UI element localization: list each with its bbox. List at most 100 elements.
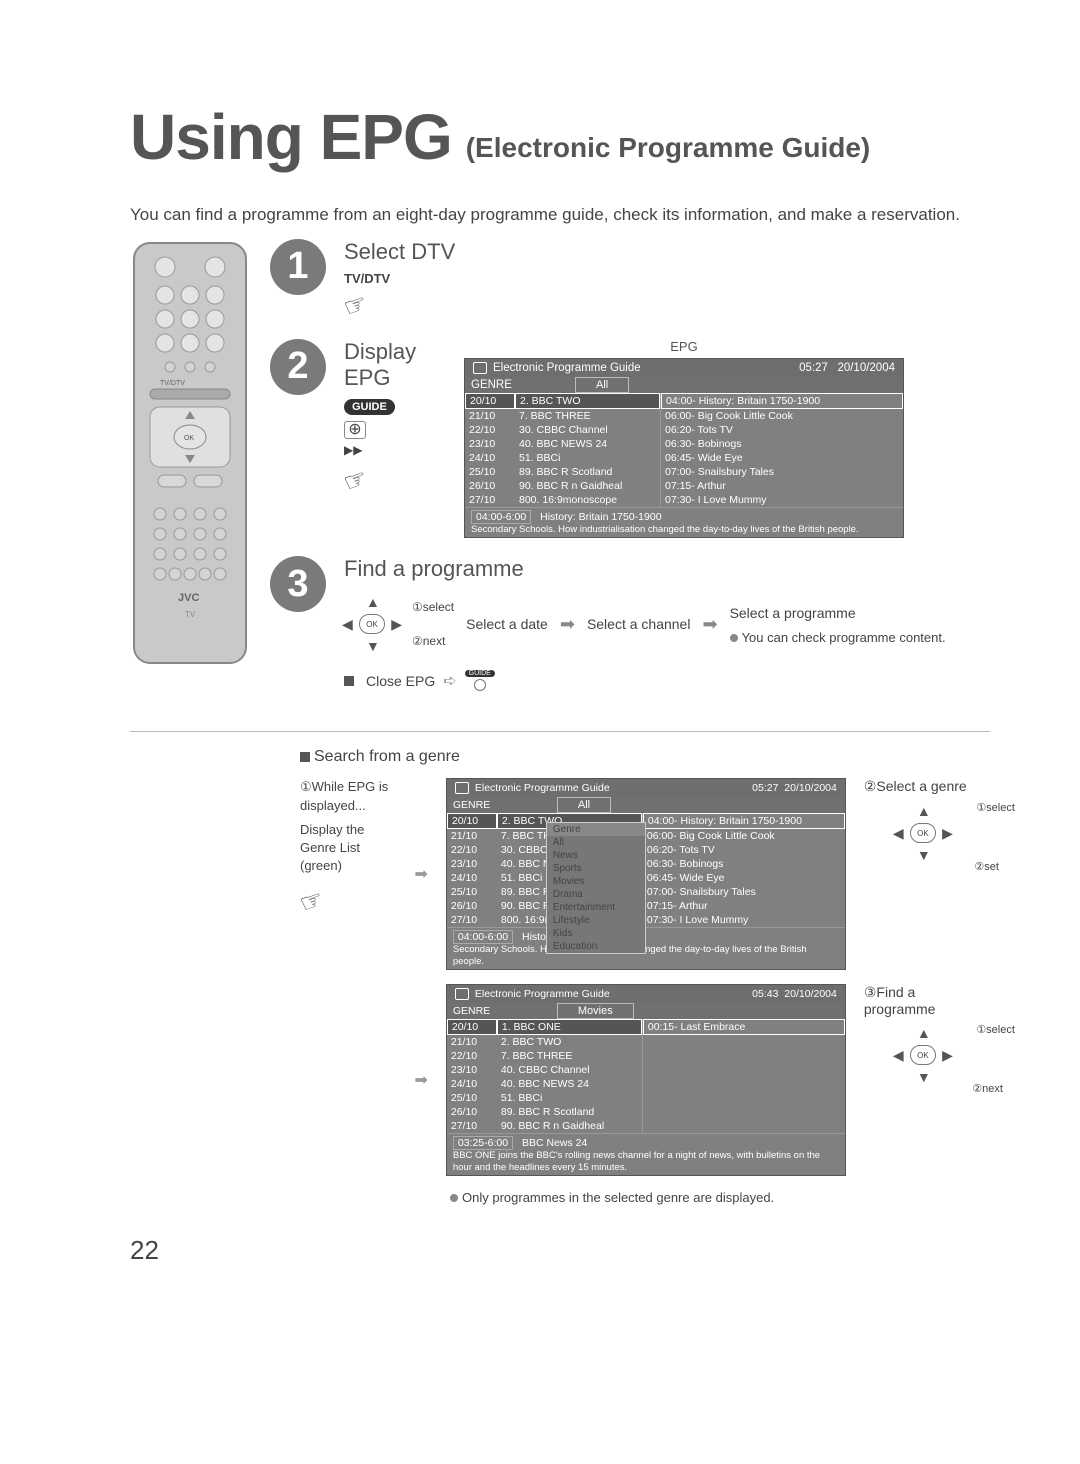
genre-dropdown-item: Lifestyle xyxy=(547,914,645,927)
anno-select: ①select xyxy=(976,1023,1015,1036)
step-2: 2 Display EPG GUIDE ⊕ ▶▶ ☞ EPG xyxy=(270,339,990,538)
epg-date-row: 23/10 xyxy=(447,857,497,871)
step-3-title: Find a programme xyxy=(344,556,990,582)
epg-date-row: 21/10 xyxy=(465,409,515,423)
remote-model: TV xyxy=(185,610,196,619)
epg-header-title: Electronic Programme Guide xyxy=(475,782,610,794)
guide-button-label: GUIDE xyxy=(344,399,395,415)
epg-date-row: 25/10 xyxy=(465,465,515,479)
ff-icon: ▶▶ xyxy=(344,443,444,457)
epg-date-row: 20/10 xyxy=(447,813,497,829)
epg-info-body: Secondary Schools. How industrialisation… xyxy=(471,524,897,535)
step-1-sublabel: TV/DTV xyxy=(344,271,990,286)
manual-page: Using EPG (Electronic Programme Guide) Y… xyxy=(0,0,1080,1306)
epg-header-title: Electronic Programme Guide xyxy=(493,362,641,374)
genre-left-1b: Display the Genre List (green) xyxy=(300,821,396,876)
epg-date-row: 20/10 xyxy=(465,393,515,409)
ok-button: OK xyxy=(910,823,936,843)
arrow-right-icon: ➡ xyxy=(414,1070,427,1090)
step3-next-label: ②next xyxy=(412,634,454,648)
main-layout: TV/DTV OK JVC TV xyxy=(130,239,990,709)
epg-genre-label: GENRE xyxy=(447,1003,537,1019)
page-subtitle: (Electronic Programme Guide) xyxy=(466,132,871,174)
epg-channel-row: 2. BBC TWO xyxy=(497,1035,642,1049)
epg-channels-col: 2. BBC TWO 7. BBC THREE 30. CBBC Channel… xyxy=(515,393,660,507)
epg-date-row: 22/10 xyxy=(447,843,497,857)
page-title-row: Using EPG (Electronic Programme Guide) xyxy=(130,100,990,174)
epg-date-row: 21/10 xyxy=(447,1035,497,1049)
guide-button-small-icon: GUIDE xyxy=(465,670,495,691)
epg-date-row: 23/10 xyxy=(447,1063,497,1077)
epg-channel-row: 40. CBBC Channel xyxy=(497,1063,642,1077)
epg-header-title: Electronic Programme Guide xyxy=(475,988,610,1000)
epg-prog-row: 04:00- History: Britain 1750-1900 xyxy=(661,393,903,409)
hand-icon: ☞ xyxy=(339,462,372,499)
genre-dropdown: Genre All News Sports Movies Drama Enter… xyxy=(546,822,646,954)
genre-footnote: Only programmes in the selected genre ar… xyxy=(462,1190,774,1205)
flow-select-channel: Select a channel xyxy=(587,615,691,633)
epg-date-row: 27/10 xyxy=(447,913,497,927)
epg-date: 20/10/2004 xyxy=(784,782,837,794)
genre-dropdown-item: Education xyxy=(547,940,645,953)
epg-channel-row: 30. CBBC Channel xyxy=(515,423,660,437)
flow-select-date: Select a date xyxy=(466,615,548,633)
epg-prog-row: 00:15- Last Embrace xyxy=(643,1019,845,1035)
step-3-number: 3 xyxy=(270,556,326,612)
epg-genre-value: Movies xyxy=(557,1003,634,1019)
epg-prog-row: 06:00- Big Cook Little Cook xyxy=(643,829,845,843)
steps-column: 1 Select DTV TV/DTV ☞ 2 Display EPG GUID… xyxy=(270,239,990,709)
step3-note: You can check programme content. xyxy=(742,630,946,645)
svg-text:TV/DTV: TV/DTV xyxy=(160,380,185,387)
guide-button-icon: ⊕ xyxy=(344,421,366,439)
step-1-title: Select DTV xyxy=(344,239,990,265)
epg-date-row: 20/10 xyxy=(447,1019,497,1035)
epg-prog-row: 06:00- Big Cook Little Cook xyxy=(661,409,903,423)
anno-set: ②set xyxy=(974,860,999,873)
epg-info-title: History: Britain 1750-1900 xyxy=(540,511,661,523)
genre-left-1a: ①While EPG is displayed... xyxy=(300,778,396,814)
epg-channel-row: 1. BBC ONE xyxy=(497,1019,642,1035)
epg-channel-row: 89. BBC R Scotland xyxy=(497,1105,642,1119)
epg-prog-row: 07:15- Arthur xyxy=(643,899,845,913)
epg-dates-col: 20/10 21/10 22/10 23/10 24/10 25/10 26/1… xyxy=(465,393,515,507)
epg-date-row: 26/10 xyxy=(465,479,515,493)
genre-dropdown-item: News xyxy=(547,849,645,862)
epg-screen-main: Electronic Programme Guide 05:27 20/10/2… xyxy=(464,358,904,538)
epg-channel-row: 51. BBCi xyxy=(497,1091,642,1105)
epg-prog-row: 06:45- Wide Eye xyxy=(661,451,903,465)
svg-text:OK: OK xyxy=(184,435,194,442)
epg-prog-row: 06:30- Bobinogs xyxy=(661,437,903,451)
anno-select: ①select xyxy=(976,801,1015,814)
hand-icon: ☞ xyxy=(339,287,372,324)
epg-time: 05:27 xyxy=(799,362,828,374)
epg-time: 05:43 xyxy=(752,988,778,1000)
epg-prog-row: 07:15- Arthur xyxy=(661,479,903,493)
remote-brand: JVC xyxy=(178,592,199,604)
epg-label: EPG xyxy=(464,339,904,354)
dpad-icon: ▲▼◀▶ OK xyxy=(344,596,400,652)
step-1: 1 Select DTV TV/DTV ☞ xyxy=(270,239,990,321)
epg-date-row: 21/10 xyxy=(447,829,497,843)
epg-date-row: 24/10 xyxy=(447,1077,497,1091)
epg-date-row: 22/10 xyxy=(465,423,515,437)
flow-select-programme: Select a programme xyxy=(730,604,946,622)
genre-right-3: ③Find a programme xyxy=(864,984,990,1017)
epg-info-time: 04:00-6:00 xyxy=(453,930,513,944)
hand-icon: ☞ xyxy=(294,880,328,922)
genre-dropdown-item: Drama xyxy=(547,888,645,901)
arrow-right-icon: ➪ xyxy=(443,671,456,691)
epg-prog-row: 07:00- Snailsbury Tales xyxy=(661,465,903,479)
epg-prog-row: 06:45- Wide Eye xyxy=(643,871,845,885)
page-number: 22 xyxy=(130,1235,990,1266)
epg-date-row: 26/10 xyxy=(447,899,497,913)
genre-dropdown-header: Genre xyxy=(547,823,645,836)
epg-channel-row: 89. BBC R Scotland xyxy=(515,465,660,479)
epg-info-time: 03:25-6:00 xyxy=(453,1136,513,1150)
step-1-number: 1 xyxy=(270,239,326,295)
close-epg-label: Close EPG xyxy=(366,673,435,689)
epg-prog-row: 06:30- Bobinogs xyxy=(643,857,845,871)
epg-prog-row: 06:20- Tots TV xyxy=(643,843,845,857)
epg-date-row: 27/10 xyxy=(447,1119,497,1133)
genre-dropdown-item: Movies xyxy=(547,875,645,888)
epg-date-row: 24/10 xyxy=(447,871,497,885)
